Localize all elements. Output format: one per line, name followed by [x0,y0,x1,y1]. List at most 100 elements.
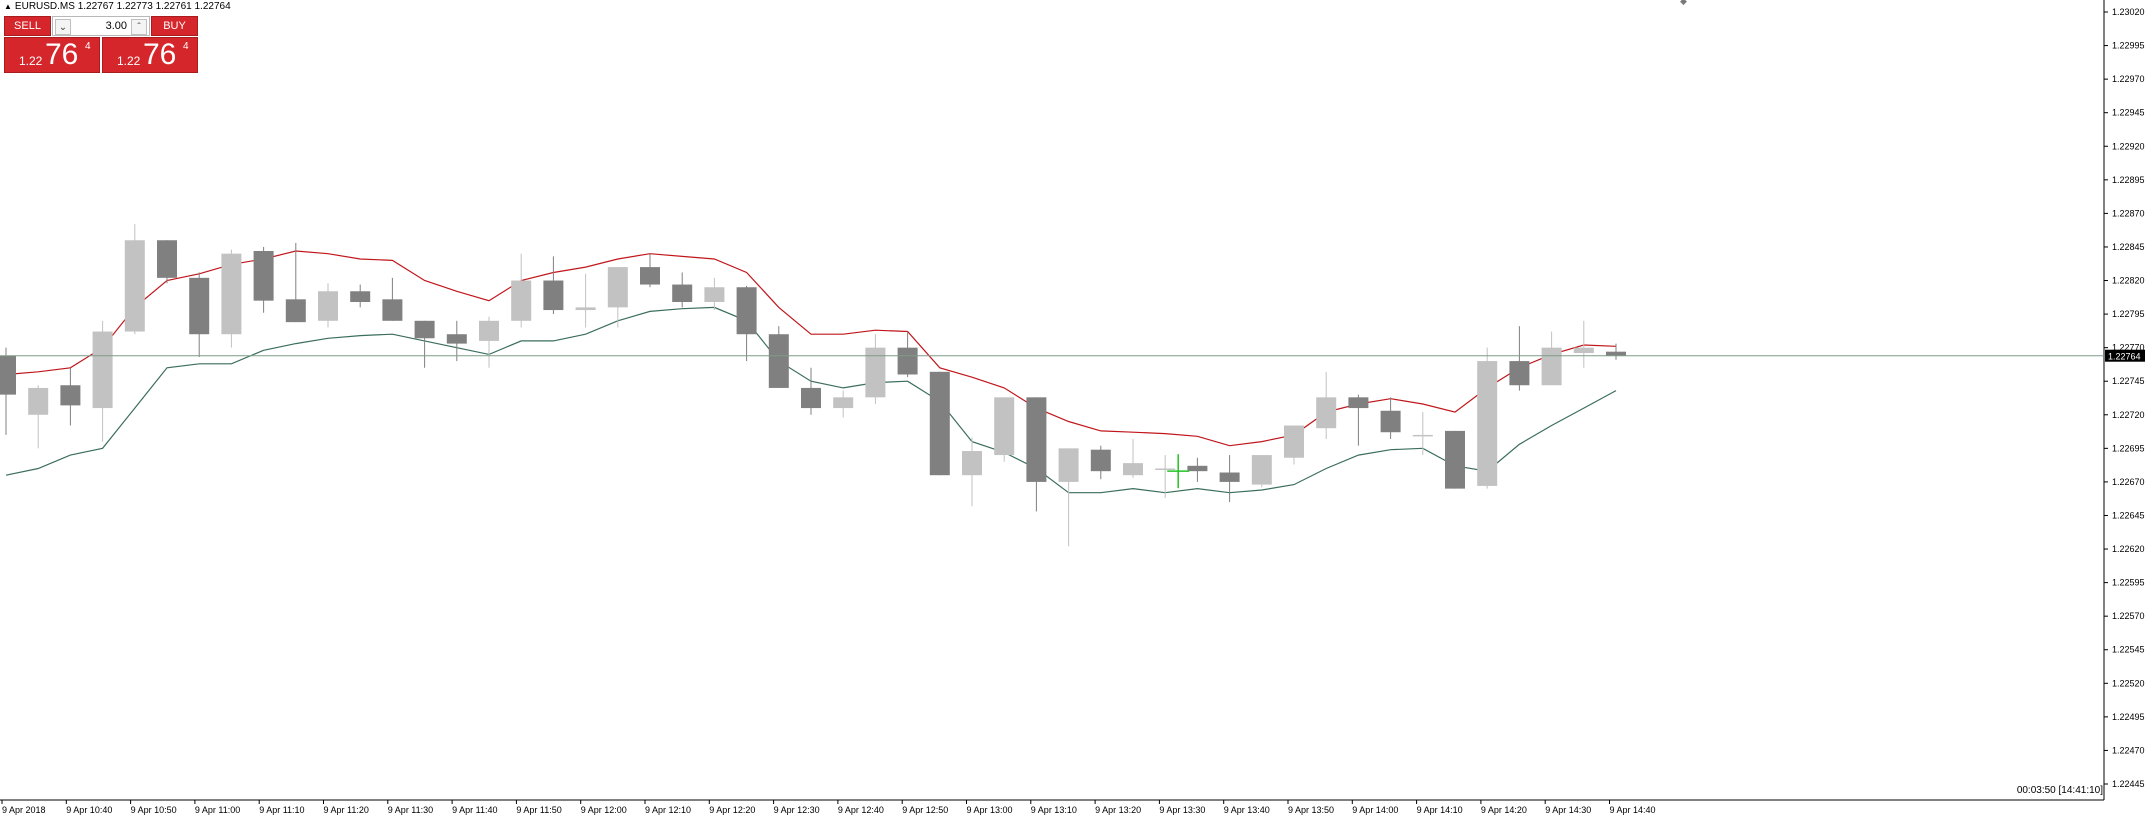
x-tick-label: 9 Apr 10:50 [131,805,177,815]
candle-body[interactable] [801,387,821,409]
candle-body[interactable] [1123,463,1143,476]
candle-body[interactable] [1155,468,1176,470]
y-tick-label: 1.22470 [2112,745,2145,755]
y-tick-label: 1.22520 [2112,678,2145,688]
x-tick-label: 9 Apr 13:10 [1031,805,1077,815]
y-tick-label: 1.22970 [2112,74,2145,84]
candle-body[interactable] [318,291,338,321]
y-tick-label: 1.22595 [2112,578,2145,588]
x-tick-label: 9 Apr 10:40 [66,805,112,815]
x-tick-label: 9 Apr 14:30 [1545,805,1591,815]
candle-body[interactable] [511,280,532,321]
y-tick-label: 1.22620 [2112,544,2145,554]
candle-body[interactable] [1573,347,1594,354]
candle-body[interactable] [865,347,886,398]
sell-button[interactable]: SELL [4,16,51,36]
candle-body[interactable] [543,280,564,311]
candle-body[interactable] [962,451,982,476]
current-price-label: 1.22764 [2108,352,2141,362]
candle-body[interactable] [28,387,49,415]
y-tick-label: 1.22645 [2112,510,2145,520]
candle-body[interactable] [607,267,628,308]
x-tick-label: 9 Apr 11:10 [259,805,304,815]
candle-body[interactable] [1316,397,1337,429]
candle-body[interactable] [253,250,274,301]
current-price-label-bg [2105,349,2145,362]
candle-body[interactable] [929,371,950,476]
candle-body[interactable] [285,299,306,323]
sell-price-prefix: 1.22 [19,54,43,68]
candle-body[interactable] [704,287,725,303]
candle-body[interactable] [124,240,145,332]
x-tick-label: 9 Apr 13:20 [1095,805,1141,815]
y-tick-label: 1.22795 [2112,309,2145,319]
candle-body[interactable] [1187,465,1208,472]
sell-price-box[interactable]: 1.22 76 4 [4,37,100,73]
candle-body[interactable] [382,299,403,321]
candle-body[interactable] [479,320,499,341]
y-tick-label: 1.22495 [2112,712,2145,722]
ohlc-values: 1.22767 1.22773 1.22761 1.22764 [77,1,231,12]
y-tick-label: 1.22845 [2112,242,2145,252]
candle-body[interactable] [1348,397,1369,409]
candle-body[interactable] [736,287,757,335]
candle-body[interactable] [1541,347,1562,386]
chevron-up-icon[interactable]: ˆ [131,19,147,35]
candle-body[interactable] [1509,361,1530,386]
sell-price-pips: 76 [45,38,79,71]
symbol-name: EURUSD.MS [14,1,75,12]
candle-body[interactable] [640,267,660,285]
buy-price-box[interactable]: 1.22 76 4 [102,37,198,73]
candle-body[interactable] [1219,472,1240,482]
candle-body[interactable] [446,334,467,344]
candle-body[interactable] [1090,449,1111,472]
candle-body[interactable] [994,397,1015,456]
candle-body[interactable] [60,385,81,406]
upper-band-line [5,250,1617,447]
triangle-up-icon: ▲ [4,2,12,11]
chart-shift-marker-icon[interactable]: ◆ [1680,0,1687,6]
candle-body[interactable] [92,331,113,409]
candle-body[interactable] [1026,397,1047,482]
candle-body[interactable] [0,355,16,395]
chevron-down-icon[interactable]: ⌄ [55,19,71,35]
candle-body[interactable] [1058,448,1079,482]
candle-body[interactable] [1445,430,1465,489]
candle-body[interactable] [833,397,854,409]
candle-body[interactable] [768,334,789,388]
one-click-trading-panel: SELL ⌄ 3.00 ˆ BUY 1.22 76 4 1.22 76 4 [4,16,198,73]
candle-body[interactable] [350,291,371,303]
x-tick-label: 9 Apr 2018 [2,805,46,815]
y-tick-label: 1.22870 [2112,208,2145,218]
candle-body[interactable] [1477,361,1498,486]
candle-body[interactable] [1380,410,1401,433]
buy-button[interactable]: BUY [151,16,198,36]
x-tick-label: 9 Apr 11:20 [324,805,369,815]
y-tick-label: 1.22720 [2112,410,2145,420]
candle-body[interactable] [157,240,177,278]
buy-price-fraction: 4 [183,41,189,52]
candle-body[interactable] [1284,425,1304,458]
overlay-layer: 1.22764 [0,349,2145,489]
y-tick-label: 1.22445 [2112,779,2145,789]
candle-body[interactable] [672,284,693,303]
candle-body[interactable] [575,307,596,311]
y-tick-label: 1.22895 [2112,175,2145,185]
x-tick-label: 9 Apr 13:50 [1288,805,1334,815]
candle-body[interactable] [897,347,918,375]
candle-body[interactable] [1251,455,1272,485]
candle-body[interactable] [221,253,242,335]
y-tick-label: 1.22945 [2112,108,2145,118]
candle-body[interactable] [414,320,435,339]
y-tick-label: 1.22745 [2112,376,2145,386]
candle-body[interactable] [1606,351,1626,356]
x-tick-label: 9 Apr 12:40 [838,805,884,815]
candle-body[interactable] [189,277,210,335]
lot-size-value[interactable]: 3.00 [105,20,127,32]
lot-size-field[interactable]: ⌄ 3.00 ˆ [52,16,150,36]
candle-body[interactable] [1412,434,1433,437]
y-tick-label: 1.22995 [2112,41,2145,51]
